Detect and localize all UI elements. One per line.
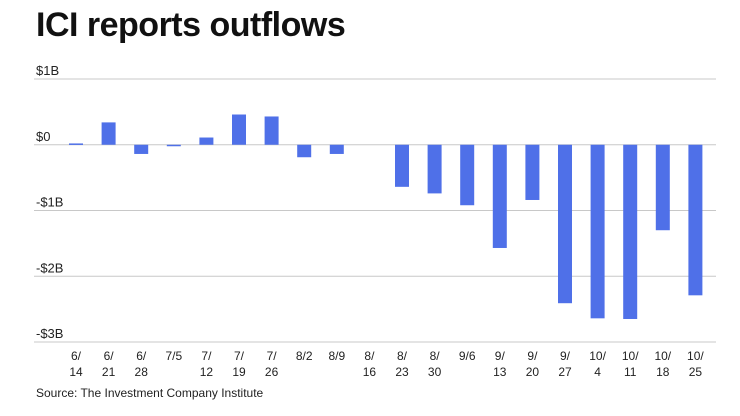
bar bbox=[329, 144, 344, 154]
x-tick-label: 8/16 bbox=[363, 349, 377, 379]
bar bbox=[69, 143, 83, 145]
x-tick-label-line: 9/6 bbox=[459, 349, 476, 363]
grid-lines bbox=[34, 78, 716, 343]
bar bbox=[264, 116, 279, 145]
x-tick-label: 6/28 bbox=[135, 349, 149, 379]
bars bbox=[69, 114, 703, 319]
x-tick-label-line: 30 bbox=[428, 365, 442, 379]
bar bbox=[688, 144, 703, 296]
bar bbox=[101, 122, 116, 145]
x-tick-label: 10/11 bbox=[622, 349, 639, 379]
x-tick-label-line: 6/ bbox=[104, 349, 115, 363]
x-tick-label-line: 8/2 bbox=[296, 349, 313, 363]
y-tick-label: -$2B bbox=[36, 260, 63, 275]
source-note: Source: The Investment Company Institute bbox=[36, 386, 264, 400]
x-tick-label-line: 9/ bbox=[527, 349, 538, 363]
bar bbox=[297, 144, 312, 158]
x-tick-label: 8/23 bbox=[395, 349, 409, 379]
x-tick-label-line: 7/ bbox=[201, 349, 212, 363]
x-tick-label-line: 8/ bbox=[364, 349, 375, 363]
x-tick-label-line: 20 bbox=[526, 365, 540, 379]
chart-title: ICI reports outflows bbox=[36, 6, 346, 44]
x-tick-label-line: 6/ bbox=[71, 349, 82, 363]
x-tick-label-line: 7/5 bbox=[165, 349, 182, 363]
x-tick-label: 8/2 bbox=[296, 349, 313, 363]
x-tick-label-line: 6/ bbox=[136, 349, 147, 363]
bar bbox=[232, 114, 246, 145]
x-tick-label-line: 14 bbox=[69, 365, 83, 379]
x-tick-label-line: 23 bbox=[395, 365, 409, 379]
x-tick-label-line: 26 bbox=[265, 365, 279, 379]
x-tick-label: 10/4 bbox=[589, 349, 606, 379]
x-tick-label-line: 9/ bbox=[495, 349, 506, 363]
x-tick-label: 6/14 bbox=[69, 349, 83, 379]
x-tick-label: 7/26 bbox=[265, 349, 279, 379]
bar bbox=[590, 144, 605, 319]
x-tick-label: 9/27 bbox=[558, 349, 572, 379]
bar bbox=[623, 144, 638, 319]
x-tick-label: 8/9 bbox=[328, 349, 345, 363]
x-tick-label-line: 11 bbox=[624, 365, 637, 379]
bar bbox=[134, 144, 149, 154]
x-tick-label: 6/21 bbox=[102, 349, 116, 379]
x-tick-label-line: 27 bbox=[558, 365, 572, 379]
x-tick-label-line: 25 bbox=[689, 365, 703, 379]
bar bbox=[525, 144, 540, 200]
x-tick-label: 10/25 bbox=[687, 349, 704, 379]
x-tick-label-line: 13 bbox=[493, 365, 507, 379]
x-tick-label: 7/5 bbox=[165, 349, 182, 363]
bar bbox=[492, 144, 507, 248]
bar bbox=[199, 137, 214, 145]
bar bbox=[460, 144, 475, 206]
x-tick-label-line: 10/ bbox=[687, 349, 704, 363]
x-tick-label-line: 9/ bbox=[560, 349, 571, 363]
x-tick-label-line: 16 bbox=[363, 365, 377, 379]
x-tick-label-line: 8/9 bbox=[328, 349, 345, 363]
x-tick-label-line: 8/ bbox=[430, 349, 441, 363]
y-tick-label: $0 bbox=[36, 129, 50, 144]
x-tick-label-line: 10/ bbox=[622, 349, 639, 363]
x-tick-label-line: 7/ bbox=[234, 349, 245, 363]
x-tick-label-line: 19 bbox=[232, 365, 246, 379]
x-tick-label-line: 10/ bbox=[654, 349, 671, 363]
x-tick-label: 8/30 bbox=[428, 349, 442, 379]
y-tick-label: -$3B bbox=[36, 326, 63, 341]
y-tick-label: $1B bbox=[36, 63, 59, 78]
x-tick-label: 9/20 bbox=[526, 349, 540, 379]
x-tick-label-line: 18 bbox=[656, 365, 670, 379]
x-tick-label: 9/6 bbox=[459, 349, 476, 363]
bar bbox=[395, 144, 409, 187]
bar bbox=[558, 144, 572, 304]
bar bbox=[655, 144, 670, 231]
x-tick-label-line: 4 bbox=[594, 365, 601, 379]
x-tick-label-line: 21 bbox=[102, 365, 116, 379]
bar bbox=[166, 144, 181, 147]
x-tick-label-line: 12 bbox=[200, 365, 214, 379]
x-tick-label-line: 28 bbox=[135, 365, 149, 379]
x-tick-label-line: 8/ bbox=[397, 349, 408, 363]
x-tick-label: 9/13 bbox=[493, 349, 507, 379]
x-tick-label: 10/18 bbox=[654, 349, 671, 379]
bar bbox=[427, 144, 442, 194]
x-tick-label-line: 7/ bbox=[267, 349, 278, 363]
x-tick-label-line: 10/ bbox=[589, 349, 606, 363]
x-axis-ticks: 6/146/216/287/5 7/127/197/268/2 8/9 8/168/2… bbox=[69, 349, 704, 379]
y-axis-ticks: $1B $0 -$1B -$2B -$3B bbox=[36, 63, 63, 341]
x-tick-label: 7/19 bbox=[232, 349, 246, 379]
x-tick-label: 7/12 bbox=[200, 349, 214, 379]
y-tick-label: -$1B bbox=[36, 195, 63, 210]
